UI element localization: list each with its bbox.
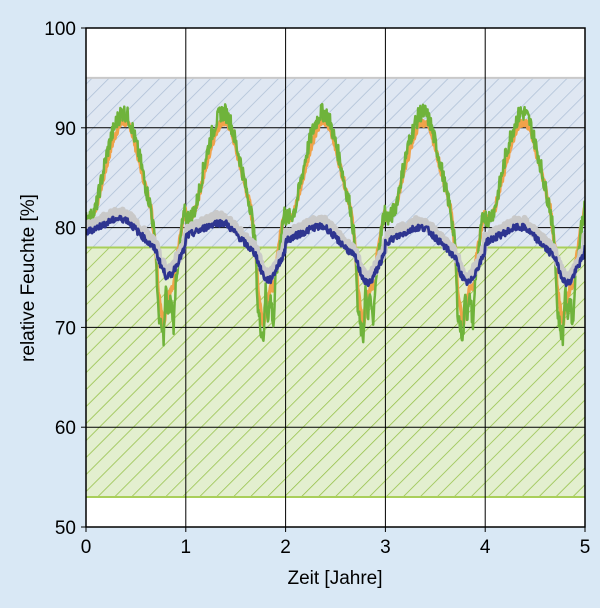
y-tick-label: 50 (55, 518, 76, 539)
series-line-3 (86, 214, 585, 288)
x-tick-label: 2 (280, 537, 291, 558)
y-tick-label: 60 (55, 418, 76, 439)
y-tick-label: 90 (55, 119, 76, 140)
x-tick-label: 3 (380, 537, 391, 558)
x-axis-label: Zeit [Jahre] (287, 568, 382, 589)
series-line-1 (86, 102, 585, 347)
x-tick-label: 0 (81, 537, 92, 558)
y-axis-label: relative Feuchte [%] (18, 194, 39, 362)
plot-frame (85, 27, 586, 528)
y-tick-label: 80 (55, 219, 76, 240)
series-line-2 (86, 206, 585, 286)
band-hatch-1 (86, 247, 585, 498)
x-tick-label: 1 (181, 537, 192, 558)
x-tick-label: 4 (480, 537, 491, 558)
series-layer (86, 102, 585, 347)
y-tick-label: 100 (44, 19, 76, 40)
ticks-layer: 0 1 2 3 4 5 50 60 70 80 90 100 (44, 19, 590, 558)
y-tick-label: 70 (55, 318, 76, 339)
band-hatch-0 (86, 77, 585, 248)
x-tick-label: 5 (580, 537, 591, 558)
